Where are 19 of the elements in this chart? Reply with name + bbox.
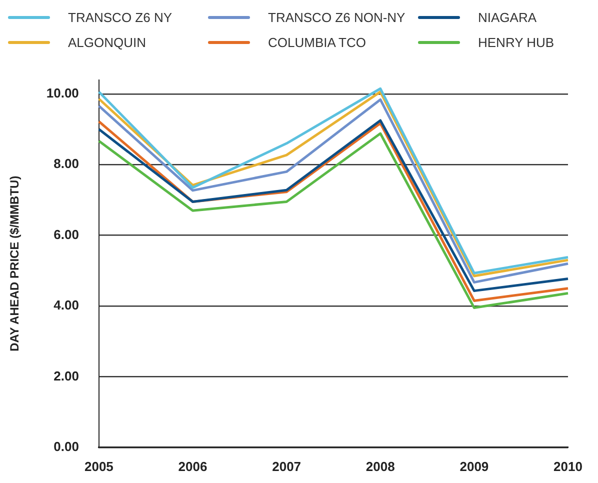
x-tick-label: 2010 [554,458,582,474]
legend-label: COLUMBIA TCO [268,35,366,50]
legend-label: TRANSCO Z6 NY [68,10,172,25]
x-tick-label: 2007 [272,458,302,474]
y-tick-label: 2.00 [54,368,79,384]
y-tick-label: 6.00 [54,226,79,242]
legend-label: HENRY HUB [478,35,554,50]
y-tick-label: 0.00 [54,438,79,454]
y-tick-label: 8.00 [54,156,79,172]
x-tick-label: 2008 [366,458,395,474]
y-tick-label: 10.00 [46,86,79,101]
legend-label: NIAGARA [478,10,537,25]
y-tick-label: 4.00 [54,298,79,313]
legend-label: ALGONQUIN [68,35,146,50]
x-tick-label: 2005 [84,458,114,474]
y-axis-title: DAY AHEAD PRICE ($/MMBTU) [8,176,22,352]
legend-label: TRANSCO Z6 NON-NY [268,10,406,25]
x-tick-label: 2006 [178,458,208,474]
x-tick-label: 2009 [460,458,489,474]
